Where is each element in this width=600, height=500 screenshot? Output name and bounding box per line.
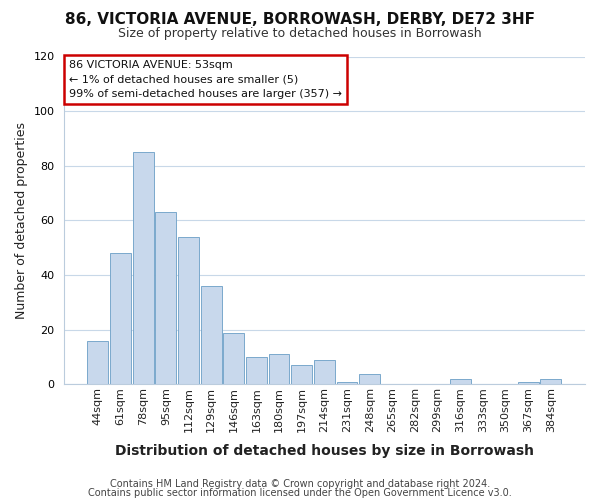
Bar — [246, 357, 267, 384]
Bar — [541, 379, 562, 384]
Text: Contains HM Land Registry data © Crown copyright and database right 2024.: Contains HM Land Registry data © Crown c… — [110, 479, 490, 489]
Text: Size of property relative to detached houses in Borrowash: Size of property relative to detached ho… — [118, 28, 482, 40]
Y-axis label: Number of detached properties: Number of detached properties — [15, 122, 28, 319]
Bar — [291, 366, 312, 384]
Bar — [359, 374, 380, 384]
Bar — [223, 332, 244, 384]
Bar — [155, 212, 176, 384]
Bar — [314, 360, 335, 384]
Text: 86, VICTORIA AVENUE, BORROWASH, DERBY, DE72 3HF: 86, VICTORIA AVENUE, BORROWASH, DERBY, D… — [65, 12, 535, 28]
Bar — [110, 254, 131, 384]
Bar — [133, 152, 154, 384]
Bar — [200, 286, 221, 384]
Bar — [518, 382, 539, 384]
Bar — [450, 379, 470, 384]
Bar — [337, 382, 358, 384]
Bar — [178, 237, 199, 384]
Bar — [88, 341, 108, 384]
X-axis label: Distribution of detached houses by size in Borrowash: Distribution of detached houses by size … — [115, 444, 534, 458]
Text: Contains public sector information licensed under the Open Government Licence v3: Contains public sector information licen… — [88, 488, 512, 498]
Text: 86 VICTORIA AVENUE: 53sqm
← 1% of detached houses are smaller (5)
99% of semi-de: 86 VICTORIA AVENUE: 53sqm ← 1% of detach… — [69, 60, 342, 98]
Bar — [269, 354, 289, 384]
